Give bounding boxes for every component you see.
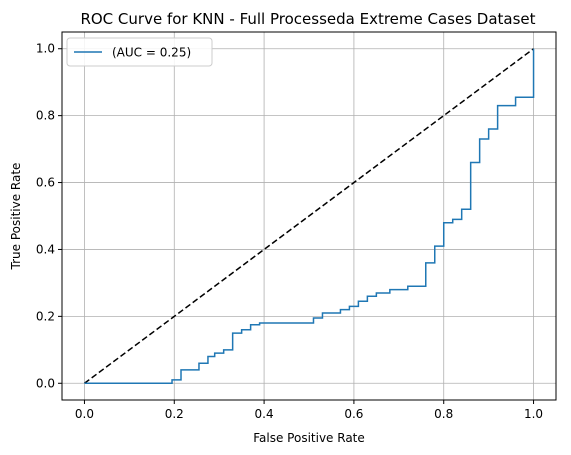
legend-entry-label: (AUC = 0.25) — [112, 46, 191, 60]
x-tick-label: 0.0 — [75, 407, 94, 421]
x-tick-label: 0.4 — [255, 407, 274, 421]
x-tick-label: 0.8 — [434, 407, 453, 421]
plot-frame — [61, 31, 557, 401]
legend: (AUC = 0.25) — [66, 37, 213, 67]
x-tick-label: 0.6 — [344, 407, 363, 421]
y-tick-label: 0.4 — [36, 242, 55, 256]
x-tick-label: 1.0 — [524, 407, 543, 421]
y-tick-label: 0.2 — [36, 309, 55, 323]
y-tick-label: 0.6 — [36, 176, 55, 190]
plot-lines — [84, 48, 535, 385]
y-axis-label: True Positive Rate — [9, 163, 23, 271]
x-axis-ticks: 0.0 0.2 0.4 0.6 0.8 1.0 — [75, 400, 543, 421]
chance-diagonal-line — [84, 48, 534, 384]
y-axis-ticks: 0.0 0.2 0.4 0.6 0.8 1.0 — [36, 42, 62, 390]
y-tick-label: 0.8 — [36, 109, 55, 123]
x-tick-label: 0.2 — [165, 407, 184, 421]
legend-box — [66, 37, 213, 67]
y-tick-label: 1.0 — [36, 42, 55, 56]
roc-curve-line — [84, 48, 535, 385]
chart-title: ROC Curve for KNN - Full Processeda Extr… — [80, 10, 535, 28]
y-tick-label: 0.0 — [36, 376, 55, 390]
x-axis-label: False Positive Rate — [253, 431, 365, 445]
